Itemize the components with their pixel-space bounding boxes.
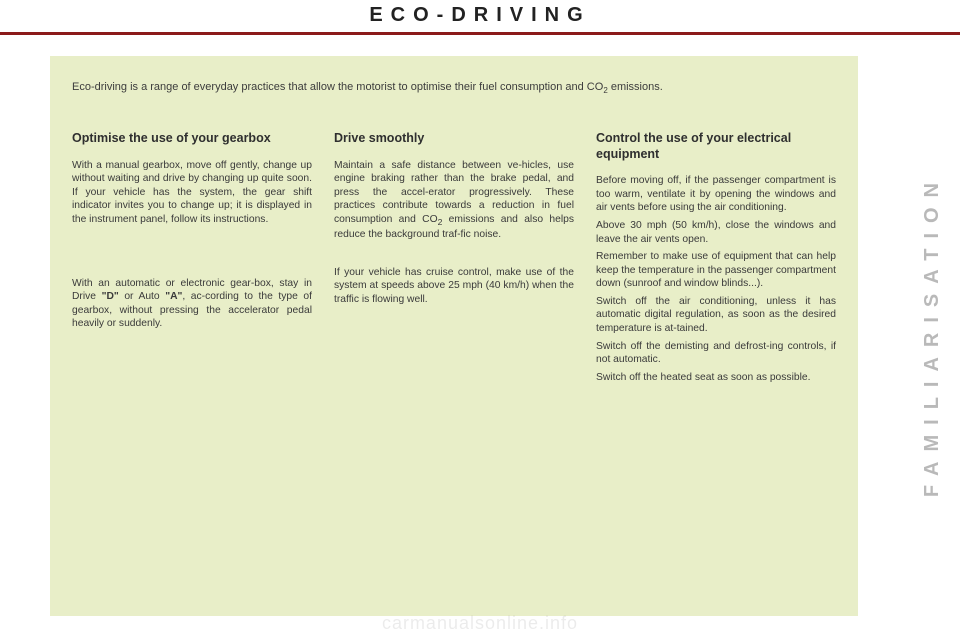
col-right-p2: Above 30 mph (50 km/h), close the window… bbox=[596, 219, 836, 246]
col-right-p4: Switch off the air conditioning, unless … bbox=[596, 295, 836, 336]
col-middle-heading: Drive smoothly bbox=[334, 131, 574, 147]
accent-line bbox=[0, 32, 960, 35]
col-left-p2d: "A" bbox=[165, 291, 182, 302]
col-right-p5: Switch off the demisting and defrost-ing… bbox=[596, 340, 836, 367]
col-right-p6: Switch off the heated seat as soon as po… bbox=[596, 371, 836, 385]
title-band: ECO-DRIVING bbox=[0, 0, 960, 32]
col-right: Control the use of your electrical equip… bbox=[596, 131, 836, 388]
col-left-p2c: or Auto bbox=[119, 291, 165, 302]
col-right-p1: Before moving off, if the passenger comp… bbox=[596, 174, 836, 215]
watermark: carmanualsonline.info bbox=[0, 613, 960, 634]
intro-post: emissions. bbox=[608, 81, 663, 93]
side-label-text: FAMILIARISATION bbox=[921, 173, 944, 497]
col-left-p2b: "D" bbox=[102, 291, 119, 302]
intro-pre: Eco-driving is a range of everyday pract… bbox=[72, 81, 603, 93]
col-middle-p1: Maintain a safe distance between ve-hicl… bbox=[334, 159, 574, 242]
spacer bbox=[334, 246, 574, 266]
spacer bbox=[72, 231, 312, 277]
intro-text: Eco-driving is a range of everyday pract… bbox=[72, 80, 836, 97]
page-title: ECO-DRIVING bbox=[369, 4, 590, 26]
col-left-heading: Optimise the use of your gearbox bbox=[72, 131, 312, 147]
col-left-p1: With a manual gearbox, move off gently, … bbox=[72, 159, 312, 227]
col-middle: Drive smoothly Maintain a safe distance … bbox=[334, 131, 574, 388]
col-left: Optimise the use of your gearbox With a … bbox=[72, 131, 312, 388]
page-root: ECO-DRIVING Eco-driving is a range of ev… bbox=[0, 0, 960, 640]
side-label: FAMILIARISATION bbox=[918, 70, 946, 600]
col-middle-p2: If your vehicle has cruise control, make… bbox=[334, 266, 574, 307]
content-panel: Eco-driving is a range of everyday pract… bbox=[50, 56, 858, 616]
col-left-p2: With an automatic or electronic gear-box… bbox=[72, 277, 312, 331]
col-right-p3: Remember to make use of equipment that c… bbox=[596, 250, 836, 291]
columns: Optimise the use of your gearbox With a … bbox=[72, 131, 836, 388]
col-right-heading: Control the use of your electrical equip… bbox=[596, 131, 836, 162]
